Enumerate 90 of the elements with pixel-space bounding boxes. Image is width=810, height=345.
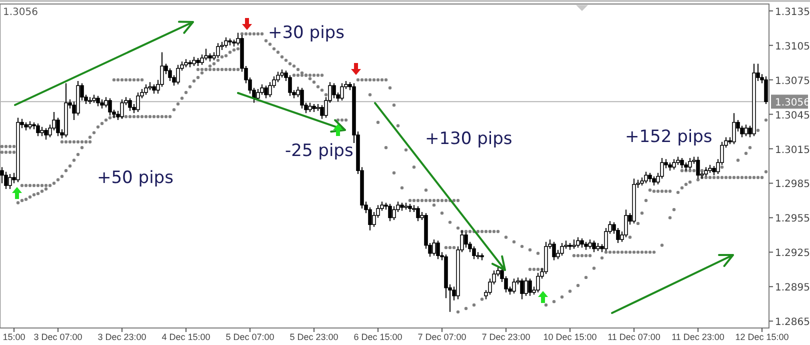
candlestick — [732, 112, 736, 145]
candlestick — [152, 84, 156, 94]
x-tick-label: 3 Dec 07:00 — [34, 332, 82, 342]
candlestick — [528, 278, 532, 296]
x-tick-label: 7 Dec 07:00 — [418, 332, 466, 342]
x-tick-label: 11 Dec 07:00 — [608, 332, 660, 342]
x-tick-label: 3 Dec 23:00 — [98, 332, 146, 342]
candlestick — [168, 68, 172, 82]
candlestick — [204, 48, 208, 61]
point — [464, 306, 468, 310]
candlestick — [436, 240, 440, 260]
candlestick — [224, 36, 228, 48]
x-tick-label: 5 Dec 23:00 — [290, 332, 338, 342]
x-tick-label: 11 Dec 23:00 — [672, 332, 724, 342]
candlestick — [216, 42, 220, 58]
candlestick — [432, 239, 436, 256]
annotation: +50 pips — [97, 168, 174, 188]
candlestick — [340, 82, 344, 102]
candlestick — [8, 174, 12, 190]
x-tick-label: 12 Dec 15:00 — [735, 332, 789, 342]
candlestick — [308, 102, 312, 112]
candlestick — [576, 236, 580, 248]
candlestick — [672, 158, 676, 170]
point — [444, 246, 448, 250]
candlestick — [264, 85, 268, 99]
point — [456, 310, 460, 314]
point — [452, 246, 456, 250]
candlestick — [388, 203, 392, 222]
annotation: -25 pips — [285, 141, 354, 161]
candlestick — [44, 128, 48, 140]
candlestick — [260, 84, 264, 96]
x-tick-label: 10 Dec 15:00 — [543, 332, 597, 342]
y-tick-label: 1.3075 — [775, 76, 810, 87]
annotation: +130 pips — [425, 129, 512, 149]
candlestick — [96, 95, 100, 107]
y-tick-label: 1.2955 — [775, 214, 810, 225]
candlestick — [128, 98, 132, 112]
candlestick — [712, 166, 716, 176]
y-tick-label: 1.3015 — [775, 144, 810, 156]
candlestick — [560, 242, 564, 256]
candlestick — [552, 241, 556, 261]
point — [448, 246, 452, 250]
candlestick — [300, 87, 304, 110]
annotation: +152 pips — [625, 127, 712, 147]
y-tick-label: 1.2985 — [775, 179, 810, 190]
annotation: 1.3056 — [3, 7, 38, 18]
y-tick-label: 1.2895 — [775, 282, 810, 294]
candlestick — [176, 64, 180, 85]
candlestick — [580, 238, 584, 248]
x-tick-label: 4 Dec 15:00 — [162, 332, 210, 342]
candlestick — [644, 171, 648, 184]
candlestick — [512, 278, 516, 294]
x-tick-label: 7 Dec 23:00 — [482, 332, 530, 342]
candlestick — [36, 122, 40, 137]
point — [480, 298, 484, 301]
candlestick — [536, 272, 540, 293]
candlestick — [332, 82, 336, 99]
y-tick-label: 1.3105 — [775, 41, 810, 52]
candlestick — [572, 239, 576, 250]
candlestick — [764, 76, 768, 104]
candlestick — [40, 126, 44, 137]
candlestick — [696, 156, 700, 180]
candlestick — [108, 98, 112, 116]
point — [472, 303, 476, 307]
candlestick — [392, 206, 396, 220]
candlestick — [4, 171, 8, 190]
candlestick — [652, 176, 656, 186]
x-tick-label: 15:00 — [2, 332, 26, 342]
candlestick — [192, 56, 196, 67]
x-tick-label: 6 Dec 15:00 — [354, 332, 402, 342]
candlestick — [472, 246, 476, 260]
candlestick — [744, 124, 748, 137]
candlestick — [100, 98, 104, 110]
candlestick — [288, 74, 292, 96]
candlestick — [680, 157, 684, 169]
y-tick-label: 1.3135 — [775, 6, 810, 18]
candlestick — [144, 84, 148, 96]
y-tick-label: 1.2865 — [775, 317, 810, 328]
x-tick-label: 5 Dec 07:00 — [226, 332, 274, 342]
candlestick — [592, 240, 596, 253]
y-tick-label: 1.2925 — [775, 248, 810, 260]
candlestick — [524, 276, 528, 296]
candlestick — [588, 239, 592, 250]
candlestick — [136, 92, 140, 112]
candlestick — [648, 172, 652, 183]
annotation: +30 pips — [268, 23, 345, 43]
candlestick — [520, 278, 524, 300]
candlestick — [624, 209, 628, 238]
candlestick — [416, 206, 420, 222]
y-tick-label: 1.3045 — [775, 110, 810, 122]
